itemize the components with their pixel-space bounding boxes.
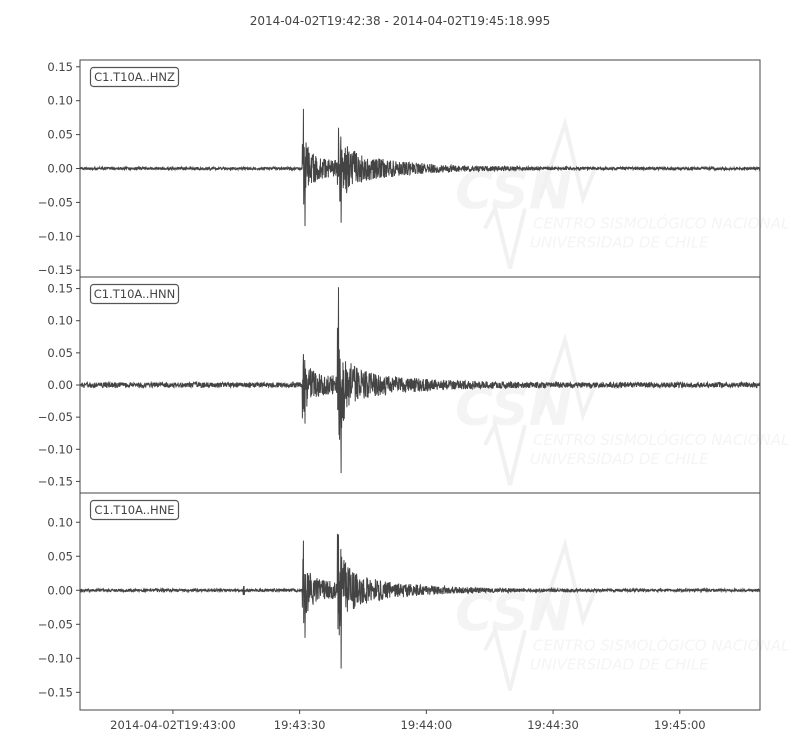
y-tick-label: 0.05: [47, 549, 73, 563]
channel-label: C1.T10A..HNE: [89, 499, 180, 521]
channel-label: C1.T10A..HNZ: [89, 66, 180, 88]
x-tick-label: 19:43:30: [274, 718, 326, 732]
watermark-wave: [538, 116, 597, 206]
watermark-line2: UNIVERSIDAD DE CHILE: [530, 234, 709, 252]
channel-label-box: [89, 499, 180, 521]
y-tick-label: −0.05: [38, 617, 73, 631]
waveform-hne: [79, 533, 761, 669]
channel-label-text: C1.T10A..HNE: [94, 503, 174, 517]
watermark-line1: CENTRO SISMOLÓGICO NACIONAL: [533, 214, 789, 233]
x-tick-label: 19:45:00: [654, 718, 706, 732]
channel-label: C1.T10A..HNN: [89, 283, 180, 305]
x-tick-label: 2014-04-02T19:43:00: [110, 718, 236, 732]
channel-label-text: C1.T10A..HNZ: [94, 70, 175, 84]
y-tick-label: −0.15: [38, 474, 73, 488]
x-tick-label: 19:44:30: [527, 718, 579, 732]
y-tick-label: −0.15: [38, 685, 73, 699]
y-tick-label: 0.00: [47, 162, 73, 176]
channel-label-box: [89, 283, 180, 305]
waveform-hnn: [79, 287, 761, 474]
watermark-line2: UNIVERSIDAD DE CHILE: [530, 655, 709, 673]
y-tick-label: 0.00: [47, 583, 73, 597]
chart-title: 2014-04-02T19:42:38 - 2014-04-02T19:45:1…: [250, 14, 551, 28]
watermark-logo-text: CSN: [455, 583, 572, 643]
watermark-wave: [538, 538, 597, 627]
watermark-line1: CENTRO SISMOLÓGICO NACIONAL: [533, 635, 789, 654]
channel-label-box: [89, 66, 180, 88]
watermark-wave: [483, 202, 527, 269]
y-tick-label: −0.05: [38, 195, 73, 209]
y-tick-label: 0.15: [47, 60, 73, 74]
axes-frame: [79, 492, 761, 711]
y-tick-label: 0.10: [47, 94, 73, 108]
channel-label-text: C1.T10A..HNN: [94, 287, 176, 301]
y-tick-label: −0.10: [38, 442, 73, 456]
y-tick-label: 0.15: [47, 282, 73, 296]
y-tick-label: −0.05: [38, 410, 73, 424]
y-tick-label: −0.10: [38, 651, 73, 665]
y-tick-label: 0.10: [47, 314, 73, 328]
watermark-wave: [483, 419, 527, 486]
y-tick-label: 0.05: [47, 346, 73, 360]
x-tick-label: 19:44:00: [401, 718, 453, 732]
watermark-line2: UNIVERSIDAD DE CHILE: [530, 450, 709, 468]
watermark-logo-text: CSN: [455, 162, 572, 222]
y-tick-label: −0.15: [38, 263, 73, 277]
y-tick-label: 0.05: [47, 128, 73, 142]
y-tick-label: −0.10: [38, 229, 73, 243]
watermark-wave: [483, 624, 527, 691]
waveform-hnz: [79, 108, 761, 227]
y-tick-label: 0.00: [47, 378, 73, 392]
watermark-wave: [538, 332, 597, 422]
y-tick-label: 0.10: [47, 515, 73, 529]
watermark-line1: CENTRO SISMOLÓGICO NACIONAL: [533, 430, 789, 449]
